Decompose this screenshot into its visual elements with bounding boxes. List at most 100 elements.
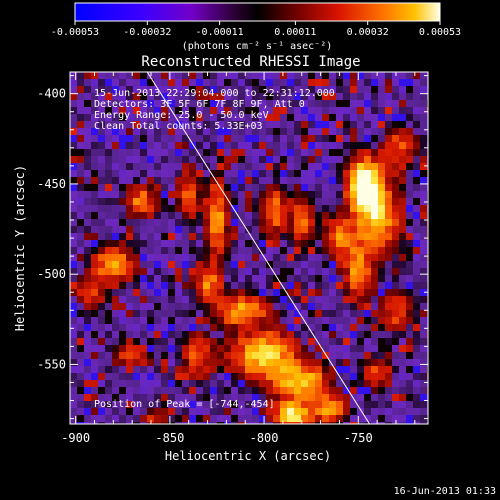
heatmap-cell xyxy=(357,205,364,212)
heatmap-cell xyxy=(343,72,350,79)
heatmap-cell xyxy=(329,247,336,254)
heatmap-cell xyxy=(420,310,427,317)
heatmap-cell xyxy=(308,387,315,394)
heatmap-cell xyxy=(266,282,273,289)
heatmap-cell xyxy=(91,317,98,324)
heatmap-cell xyxy=(252,114,259,121)
heatmap-cell xyxy=(259,121,266,128)
heatmap-cell xyxy=(231,156,238,163)
heatmap-cell xyxy=(329,128,336,135)
heatmap-cell xyxy=(273,121,280,128)
heatmap-cell xyxy=(413,401,420,408)
heatmap-cell xyxy=(161,275,168,282)
heatmap-cell xyxy=(266,289,273,296)
heatmap-cell xyxy=(98,191,105,198)
heatmap-cell xyxy=(280,310,287,317)
heatmap-cell xyxy=(140,86,147,93)
heatmap-cell xyxy=(154,408,161,415)
heatmap-cell xyxy=(378,317,385,324)
heatmap-cell xyxy=(70,394,77,401)
heatmap-cell xyxy=(105,345,112,352)
heatmap-cell xyxy=(112,296,119,303)
heatmap-cell xyxy=(189,191,196,198)
heatmap-cell xyxy=(91,198,98,205)
heatmap-cell xyxy=(140,345,147,352)
heatmap-cell xyxy=(84,142,91,149)
heatmap-cell xyxy=(238,247,245,254)
heatmap-cell xyxy=(182,79,189,86)
heatmap-cell xyxy=(378,373,385,380)
heatmap-cell xyxy=(266,310,273,317)
heatmap-cell xyxy=(98,226,105,233)
heatmap-cell xyxy=(196,254,203,261)
heatmap-cell xyxy=(294,359,301,366)
heatmap-cell xyxy=(259,303,266,310)
heatmap-cell xyxy=(175,156,182,163)
heatmap-cell xyxy=(154,233,161,240)
heatmap-cell xyxy=(119,135,126,142)
heatmap-cell xyxy=(196,331,203,338)
heatmap-cell xyxy=(371,128,378,135)
heatmap-cell xyxy=(308,289,315,296)
heatmap-cell xyxy=(119,163,126,170)
heatmap-cell xyxy=(133,247,140,254)
heatmap-cell xyxy=(105,128,112,135)
heatmap-cell xyxy=(112,135,119,142)
heatmap-cell xyxy=(77,282,84,289)
heatmap-cell xyxy=(140,212,147,219)
heatmap-cell xyxy=(266,114,273,121)
heatmap-cell xyxy=(392,135,399,142)
heatmap-cell xyxy=(133,282,140,289)
heatmap-cell xyxy=(168,247,175,254)
heatmap-cell xyxy=(357,261,364,268)
heatmap-cell xyxy=(224,275,231,282)
y-tick-label: -500 xyxy=(37,267,66,281)
heatmap-cell xyxy=(217,338,224,345)
heatmap-cell xyxy=(126,93,133,100)
heatmap-cell xyxy=(336,247,343,254)
heatmap-cell xyxy=(420,205,427,212)
heatmap-cell xyxy=(196,170,203,177)
heatmap-cell xyxy=(140,394,147,401)
heatmap-cell xyxy=(329,317,336,324)
heatmap-cell xyxy=(315,121,322,128)
heatmap-cell xyxy=(161,121,168,128)
heatmap-cell xyxy=(378,212,385,219)
heatmap-cell xyxy=(315,247,322,254)
heatmap-cell xyxy=(224,324,231,331)
heatmap-cell xyxy=(273,394,280,401)
heatmap-cell xyxy=(70,135,77,142)
heatmap-cell xyxy=(224,422,231,424)
heatmap-cell xyxy=(392,345,399,352)
heatmap-cell xyxy=(336,261,343,268)
heatmap-cell xyxy=(378,296,385,303)
heatmap-cell xyxy=(364,93,371,100)
heatmap-cell xyxy=(273,72,280,79)
heatmap-cell xyxy=(126,401,133,408)
heatmap-cell xyxy=(154,100,161,107)
heatmap-cell xyxy=(91,282,98,289)
heatmap-cell xyxy=(77,303,84,310)
heatmap-cell xyxy=(105,240,112,247)
heatmap-cell xyxy=(420,107,427,114)
heatmap-cell xyxy=(336,191,343,198)
heatmap-cell xyxy=(196,233,203,240)
heatmap-cell xyxy=(133,100,140,107)
heatmap-cell xyxy=(287,415,294,422)
heatmap-cell xyxy=(259,163,266,170)
heatmap-cell xyxy=(336,401,343,408)
heatmap-cell xyxy=(413,422,420,424)
heatmap-cell xyxy=(119,303,126,310)
heatmap-cell xyxy=(168,205,175,212)
heatmap-cell xyxy=(294,219,301,226)
heatmap-cell xyxy=(196,114,203,121)
heatmap-cell xyxy=(84,149,91,156)
heatmap-cell xyxy=(91,212,98,219)
heatmap-cell xyxy=(168,233,175,240)
heatmap-cell xyxy=(98,247,105,254)
heatmap-cell xyxy=(161,324,168,331)
heatmap-cell xyxy=(140,226,147,233)
heatmap-cell xyxy=(301,142,308,149)
heatmap-cell xyxy=(231,177,238,184)
heatmap-cell xyxy=(259,247,266,254)
